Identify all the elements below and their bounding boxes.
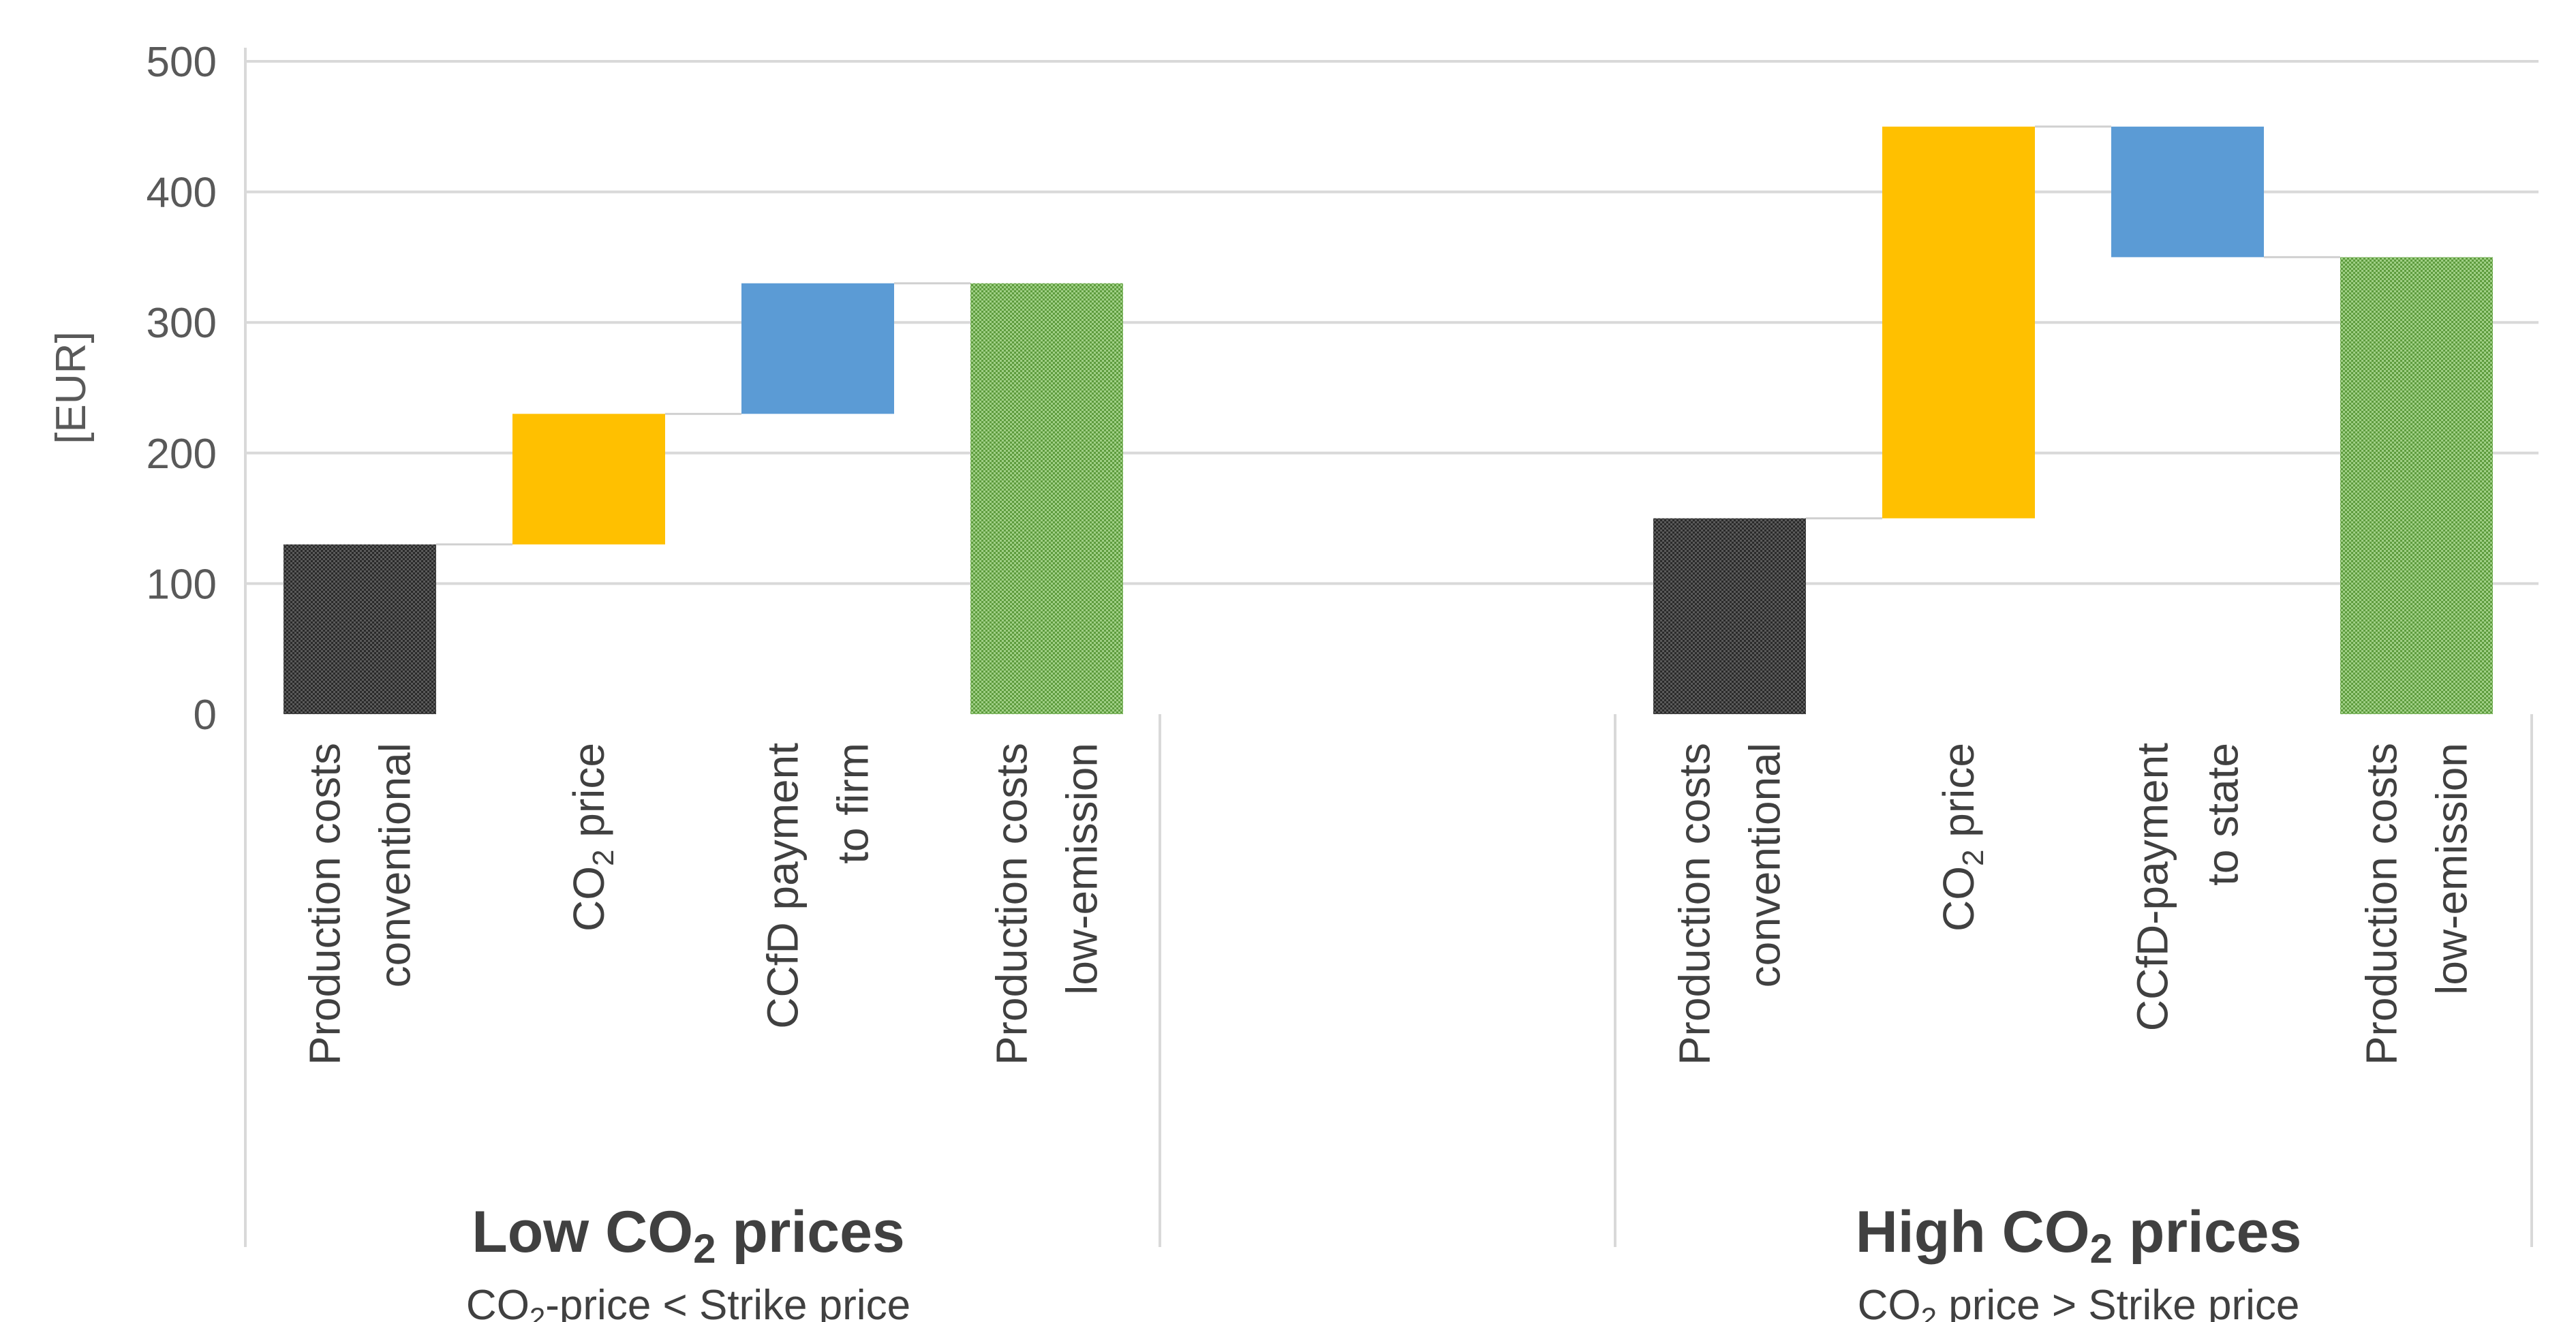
category-label: Production costs (987, 743, 1037, 1065)
y-tick-label: 0 (194, 692, 217, 739)
y-tick-label: 500 (147, 39, 217, 86)
bar-ccfd (2111, 126, 2264, 258)
bar-low-emission (2340, 257, 2493, 714)
bars (283, 126, 2493, 715)
bar-conventional (1653, 518, 1806, 714)
category-label: Production costs (1670, 743, 1719, 1065)
group-subtitle: CO2-price < Strike price (466, 1282, 910, 1322)
bar-co2-price (512, 414, 665, 544)
bar-ccfd (741, 283, 894, 414)
y-axis-label: [EUR] (48, 331, 95, 444)
category-label: conventional (1741, 743, 1790, 987)
group-title: High CO2 prices (1856, 1199, 2302, 1272)
bar-co2-price (1882, 126, 2035, 519)
group-title: Low CO2 prices (472, 1199, 905, 1272)
y-tick-label: 400 (147, 170, 217, 217)
category-label: Production costs (301, 743, 350, 1065)
bar-low-emission (970, 283, 1123, 715)
y-tick-label: 300 (147, 300, 217, 347)
y-tick-label: 100 (147, 561, 217, 608)
category-label: to state (2198, 743, 2248, 886)
category-label: CO2 price (564, 743, 620, 932)
category-label: Production costs (2357, 743, 2406, 1065)
labels: 0 100 200 300 400 500 [EUR] Production costs con… (48, 39, 2477, 1322)
category-label: CCfD payment (758, 743, 808, 1029)
category-label: low-emission (1058, 743, 1107, 995)
category-label: low-emission (2427, 743, 2477, 995)
axes (244, 48, 2533, 1247)
group-subtitle: CO2 price > Strike price (1858, 1282, 2300, 1322)
y-tick-label: 200 (147, 431, 217, 478)
connectors (436, 125, 2340, 546)
bar-conventional (283, 544, 436, 714)
category-label: CCfD-payment (2128, 743, 2177, 1031)
category-label: to firm (829, 743, 878, 864)
category-label: conventional (371, 743, 420, 987)
category-label: CO2 price (1934, 743, 1990, 932)
